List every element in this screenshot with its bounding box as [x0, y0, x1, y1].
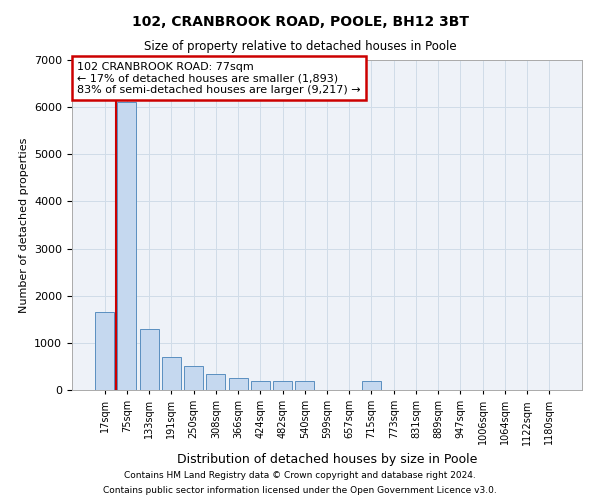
Text: Size of property relative to detached houses in Poole: Size of property relative to detached ho…: [143, 40, 457, 53]
Bar: [118, 102, 136, 390]
Bar: [95, 312, 114, 390]
Bar: [251, 380, 270, 390]
Y-axis label: Number of detached properties: Number of detached properties: [19, 138, 29, 312]
Bar: [162, 357, 181, 390]
Text: Contains HM Land Registry data © Crown copyright and database right 2024.: Contains HM Land Registry data © Crown c…: [124, 471, 476, 480]
Bar: [229, 378, 248, 390]
Bar: [184, 366, 203, 390]
Bar: [273, 380, 292, 390]
Bar: [206, 374, 225, 390]
Text: Contains public sector information licensed under the Open Government Licence v3: Contains public sector information licen…: [103, 486, 497, 495]
X-axis label: Distribution of detached houses by size in Poole: Distribution of detached houses by size …: [177, 453, 477, 466]
Bar: [140, 328, 158, 390]
Text: 102 CRANBROOK ROAD: 77sqm
← 17% of detached houses are smaller (1,893)
83% of se: 102 CRANBROOK ROAD: 77sqm ← 17% of detac…: [77, 62, 361, 95]
Text: 102, CRANBROOK ROAD, POOLE, BH12 3BT: 102, CRANBROOK ROAD, POOLE, BH12 3BT: [131, 15, 469, 29]
Bar: [362, 380, 381, 390]
Bar: [295, 380, 314, 390]
